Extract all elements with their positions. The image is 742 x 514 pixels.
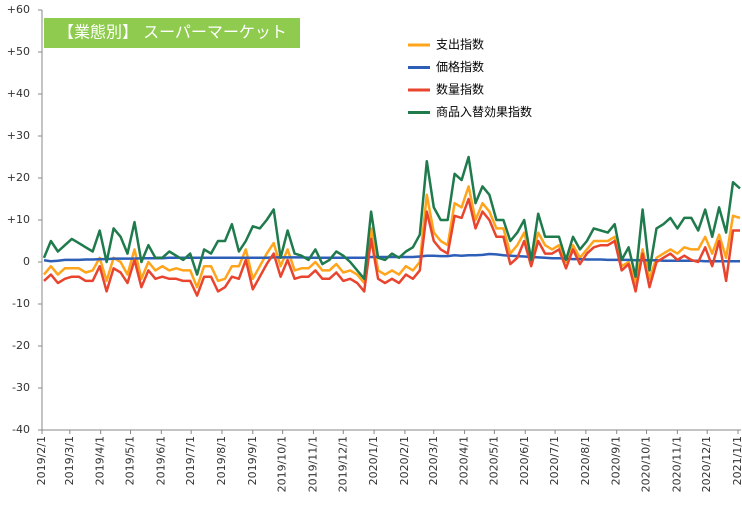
- y-tick-label: +60: [7, 3, 30, 16]
- x-tick-label: 2019/7/1: [184, 436, 197, 485]
- y-tick-label: -20: [12, 339, 30, 352]
- x-tick-label: 2020/8/1: [579, 436, 592, 485]
- x-tick-label: 2019/2/1: [35, 436, 48, 485]
- x-tick-label: 2020/4/1: [458, 436, 471, 485]
- chart-title: 【業態別】 スーパーマーケット: [58, 23, 287, 42]
- x-tick-label: 2020/10/1: [640, 436, 653, 492]
- legend-label: 数量指数: [436, 82, 484, 97]
- x-tick-label: 2019/9/1: [246, 436, 259, 485]
- x-tick-label: 2019/10/1: [276, 436, 289, 492]
- legend-label: 商品入替効果指数: [436, 104, 532, 119]
- series-line: [42, 155, 741, 281]
- x-tick-label: 2019/3/1: [63, 436, 76, 485]
- y-tick-label: -40: [12, 423, 30, 436]
- x-tick-label: 2019/8/1: [215, 436, 228, 485]
- x-tick-label: 2019/6/1: [154, 436, 167, 485]
- legend-label: 価格指数: [436, 59, 484, 74]
- x-tick-label: 2020/3/1: [427, 436, 440, 485]
- y-tick-label: 0: [23, 255, 30, 268]
- x-tick-label: 2019/11/1: [306, 436, 319, 492]
- y-tick-label: -10: [12, 297, 30, 310]
- x-tick-label: 2020/12/1: [700, 436, 713, 492]
- y-tick-label: +30: [7, 129, 30, 142]
- x-tick-label: 2019/5/1: [123, 436, 136, 485]
- y-tick-label: +20: [7, 171, 30, 184]
- title-box: [44, 18, 300, 48]
- x-tick-label: 2020/2/1: [398, 436, 411, 485]
- y-tick-label: +40: [7, 87, 30, 100]
- x-tick-label: 2020/9/1: [610, 436, 623, 485]
- x-tick-label: 2020/11/1: [670, 436, 683, 492]
- series-line: [43, 197, 740, 297]
- x-tick-label: 2020/5/1: [487, 436, 500, 485]
- x-tick-label: 2020/1/1: [367, 436, 380, 485]
- x-tick-label: 2019/4/1: [94, 436, 107, 485]
- x-tick-label: 2019/12/1: [336, 436, 349, 492]
- y-tick-label: -30: [12, 381, 30, 394]
- x-tick-label: 2020/6/1: [518, 436, 531, 485]
- y-tick-label: +50: [7, 45, 30, 58]
- series-line: [43, 185, 741, 289]
- legend-label: 支出指数: [436, 37, 484, 52]
- x-tick-label: 2021/1/1: [731, 436, 742, 485]
- x-tick-label: 2020/7/1: [548, 436, 561, 485]
- y-tick-label: +10: [7, 213, 30, 226]
